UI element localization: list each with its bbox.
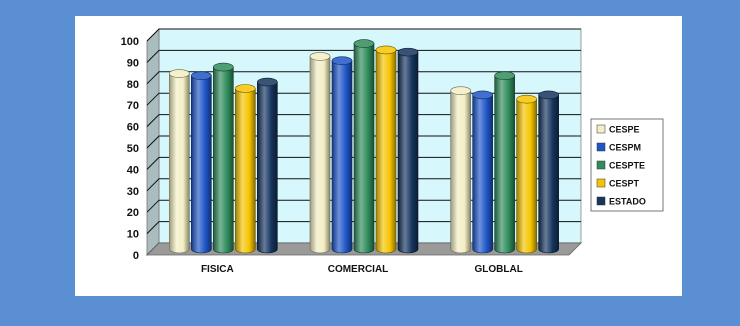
gridline <box>146 199 581 213</box>
bar-estado-globlal <box>538 90 559 254</box>
bar-cespt-comercial <box>375 45 397 254</box>
bar-body <box>191 75 212 254</box>
y-tick-label: 90 <box>127 57 139 69</box>
bar-body <box>516 98 537 254</box>
bar-body <box>257 81 278 254</box>
legend-swatch <box>596 160 606 170</box>
bar-body <box>450 90 471 254</box>
bar-cespe-globlal <box>450 86 471 254</box>
bar-body <box>235 88 256 254</box>
bar-body <box>331 60 353 254</box>
legend: CESPE CESPM CESPTE CESPT ESTADO <box>590 118 664 212</box>
legend-label: ESTADO <box>609 197 646 207</box>
gridline <box>146 28 581 42</box>
bar-cespm-fisica <box>191 71 212 254</box>
gridlines <box>146 28 581 256</box>
bar-top <box>213 62 234 72</box>
bar-body <box>538 94 559 254</box>
bar-body <box>472 94 493 254</box>
bar-estado-fisica <box>257 77 278 254</box>
bar-estado-comercial <box>397 47 419 254</box>
legend-label: CESPTE <box>609 161 645 171</box>
y-tick-label: 40 <box>127 164 139 176</box>
x-tick-label: FISICA <box>201 264 234 275</box>
bar-chart: 0 10 20 30 40 50 60 70 80 90 100 FISICA COMERCIAL GL… <box>121 28 664 275</box>
gridline <box>146 156 581 170</box>
legend-swatch <box>596 142 606 152</box>
bar-cespt-globlal <box>516 94 537 254</box>
x-tick-label: GLOBLAL <box>475 264 523 275</box>
bar-top <box>169 69 190 78</box>
gridline <box>146 49 581 63</box>
legend-label: CESPE <box>609 125 640 135</box>
bar-top <box>235 84 256 93</box>
bar-top <box>353 39 375 48</box>
y-tick-label: 70 <box>127 100 139 112</box>
y-tick-label: 20 <box>127 207 139 219</box>
y-tick-label: 80 <box>127 79 139 91</box>
bar-cespm-comercial <box>331 56 353 254</box>
bar-top <box>494 71 515 80</box>
bar-top <box>450 86 471 95</box>
bar-body <box>494 75 515 254</box>
y-tick-label: 60 <box>127 122 139 134</box>
bar-top <box>331 56 353 65</box>
gridline <box>146 221 581 234</box>
bar-cespm-globlal <box>472 90 493 254</box>
legend-swatch <box>596 124 606 134</box>
gridline <box>146 114 581 127</box>
bar-top <box>375 45 397 55</box>
bar-top <box>309 52 331 61</box>
y-axis-ticks: 0 10 20 30 40 50 60 70 80 90 100 <box>121 36 139 262</box>
bar-body <box>397 51 419 254</box>
bar-top <box>191 71 212 80</box>
y-tick-label: 100 <box>121 36 139 48</box>
bar-cespte-comercial <box>353 39 375 254</box>
bars <box>169 39 559 254</box>
legend-swatch <box>596 178 606 188</box>
gridline <box>146 71 581 85</box>
y-tick-label: 10 <box>127 229 139 241</box>
bar-body <box>353 43 375 254</box>
y-tick-label: 0 <box>133 250 139 262</box>
bar-cespt-fisica <box>235 84 256 254</box>
gridline <box>146 135 581 149</box>
chart-panel: 0 10 20 30 40 50 60 70 80 90 100 FISICA COMERCIAL GL… <box>75 16 682 296</box>
y-tick-label: 50 <box>127 143 139 155</box>
gridline <box>146 92 581 106</box>
bar-cespte-fisica <box>213 62 234 254</box>
bar-top <box>472 90 493 100</box>
x-tick-label: COMERCIAL <box>328 264 389 275</box>
legend-label: CESPT <box>609 179 640 189</box>
bar-cespe-fisica <box>169 69 190 254</box>
bar-top <box>538 90 559 100</box>
bar-body <box>169 73 190 254</box>
bar-top <box>397 47 419 57</box>
bar-top <box>257 77 278 87</box>
legend-swatch <box>596 196 606 206</box>
x-axis-labels: FISICA COMERCIAL GLOBLAL <box>201 264 523 275</box>
bar-body <box>309 56 331 254</box>
bar-top <box>516 94 537 104</box>
legend-label: CESPM <box>609 143 641 153</box>
gridline <box>146 178 581 192</box>
bar-cespe-comercial <box>309 52 331 254</box>
bar-body <box>213 66 234 254</box>
bar-cespte-globlal <box>494 71 515 254</box>
y-tick-label: 30 <box>127 186 139 198</box>
bar-body <box>375 49 397 254</box>
